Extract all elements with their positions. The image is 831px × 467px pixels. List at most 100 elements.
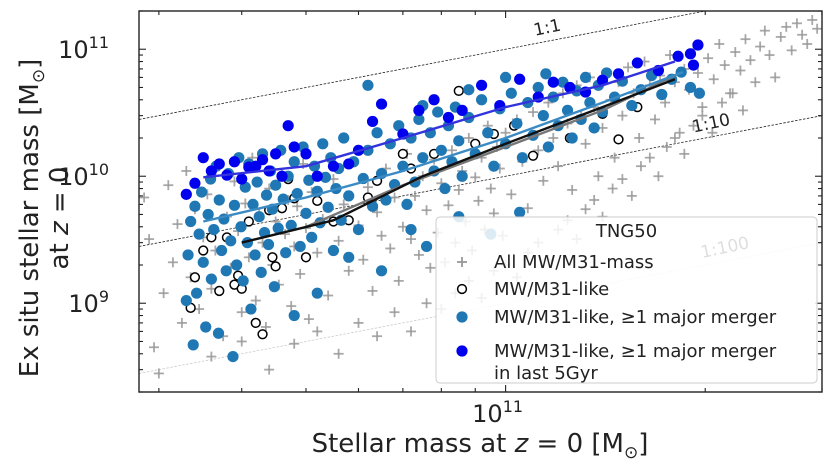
- point: [727, 88, 738, 99]
- point: [294, 240, 306, 253]
- point: [564, 81, 576, 94]
- point: [176, 317, 187, 328]
- point: [362, 182, 373, 193]
- point: [485, 183, 496, 194]
- point: [267, 252, 278, 263]
- point: [247, 198, 259, 211]
- point: [311, 170, 323, 182]
- legend-marker-filled-circle: [456, 311, 468, 323]
- point: [291, 187, 303, 200]
- point: [243, 216, 254, 227]
- point: [286, 301, 297, 312]
- point: [312, 326, 323, 337]
- point: [343, 190, 355, 202]
- point: [236, 307, 247, 318]
- point: [366, 115, 379, 128]
- point: [791, 18, 802, 29]
- point: [227, 350, 239, 363]
- point: [317, 138, 329, 150]
- legend-label-2: MW/M31-like, ≥1 major merger: [494, 307, 777, 328]
- point: [303, 174, 315, 186]
- point: [268, 281, 280, 293]
- point: [367, 285, 378, 296]
- point: [228, 199, 241, 211]
- point: [333, 348, 344, 359]
- point: [807, 14, 818, 25]
- point: [182, 249, 194, 261]
- point: [528, 107, 539, 118]
- point: [413, 113, 425, 126]
- point: [180, 188, 192, 200]
- point: [439, 182, 451, 195]
- point: [319, 171, 332, 183]
- point: [613, 134, 624, 145]
- point: [453, 184, 464, 195]
- point: [692, 67, 703, 78]
- point: [737, 105, 748, 116]
- point: [679, 148, 690, 159]
- point: [276, 170, 288, 182]
- point: [697, 102, 708, 113]
- y-tick-label: 1010: [58, 160, 109, 191]
- point: [405, 326, 416, 337]
- point: [292, 201, 303, 212]
- point: [167, 257, 178, 268]
- point: [656, 88, 668, 101]
- y-axis-label-line2: at z = 0: [45, 167, 75, 270]
- point: [428, 94, 440, 106]
- point: [537, 110, 549, 122]
- point: [187, 339, 199, 351]
- point: [755, 41, 766, 52]
- point: [139, 192, 150, 203]
- point: [236, 173, 248, 185]
- median-line-3: [203, 60, 676, 179]
- point: [393, 275, 404, 286]
- point: [674, 127, 685, 138]
- point: [631, 57, 643, 69]
- point: [580, 138, 591, 149]
- point: [514, 73, 526, 85]
- point: [288, 141, 300, 153]
- point: [775, 31, 786, 42]
- legend-marker-filled-circle: [456, 345, 468, 357]
- point: [514, 206, 526, 218]
- point: [371, 127, 383, 139]
- point: [511, 117, 523, 130]
- point: [634, 133, 645, 143]
- point: [579, 71, 592, 84]
- point: [797, 29, 808, 40]
- point: [635, 161, 646, 172]
- point: [532, 81, 544, 94]
- point: [158, 288, 169, 299]
- point: [272, 222, 284, 234]
- point: [358, 254, 369, 265]
- x-tick-label: 1011: [472, 397, 523, 428]
- point: [409, 190, 420, 201]
- point: [750, 77, 761, 88]
- point: [172, 219, 183, 230]
- point: [198, 245, 209, 256]
- point: [764, 50, 775, 61]
- point: [236, 336, 247, 347]
- point: [338, 199, 349, 210]
- point: [405, 223, 417, 236]
- median-line-1: [241, 78, 676, 244]
- point: [213, 194, 225, 206]
- point: [312, 195, 323, 206]
- y-tick-label: 1011: [58, 33, 109, 64]
- point: [786, 45, 797, 56]
- point: [770, 72, 781, 83]
- point: [473, 195, 484, 206]
- point: [270, 179, 282, 191]
- point: [270, 148, 282, 160]
- point: [588, 122, 600, 134]
- point: [288, 309, 300, 322]
- point: [189, 272, 201, 283]
- point: [505, 87, 517, 99]
- point: [191, 287, 203, 299]
- point: [189, 200, 201, 212]
- point: [802, 38, 813, 49]
- point: [443, 200, 454, 211]
- point: [740, 34, 751, 45]
- point: [389, 307, 400, 318]
